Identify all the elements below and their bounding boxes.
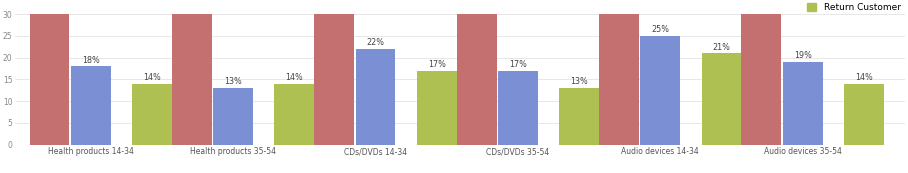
Bar	[640, 36, 680, 145]
Bar	[71, 66, 111, 145]
Text: 21%: 21%	[713, 43, 730, 52]
Text: 14%: 14%	[285, 73, 303, 82]
Bar	[599, 14, 639, 145]
Text: 13%: 13%	[224, 77, 242, 86]
Bar	[844, 84, 883, 145]
Text: 19%: 19%	[794, 51, 812, 60]
Bar	[559, 88, 599, 145]
Bar	[132, 84, 172, 145]
Text: 17%: 17%	[509, 60, 527, 69]
Bar	[742, 14, 782, 145]
Bar	[274, 84, 314, 145]
Bar	[498, 71, 538, 145]
Bar	[356, 49, 396, 145]
Bar	[457, 14, 497, 145]
Bar	[314, 14, 354, 145]
Text: 25%: 25%	[651, 25, 669, 34]
Bar	[172, 14, 212, 145]
Bar	[783, 62, 823, 145]
Text: 14%: 14%	[143, 73, 161, 82]
Bar	[417, 71, 457, 145]
Text: 18%: 18%	[82, 56, 100, 65]
Text: 17%: 17%	[428, 60, 446, 69]
Bar	[213, 88, 253, 145]
Text: 13%: 13%	[570, 77, 588, 86]
Text: 14%: 14%	[855, 73, 873, 82]
Text: 22%: 22%	[367, 38, 385, 47]
Bar	[30, 14, 69, 145]
Bar	[702, 53, 742, 145]
Legend: Return Customer: Return Customer	[807, 3, 901, 12]
